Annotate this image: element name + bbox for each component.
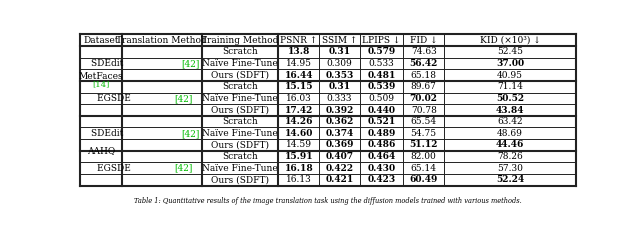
- Text: [42]: [42]: [181, 59, 200, 68]
- Text: 14.60: 14.60: [285, 129, 313, 138]
- Text: 16.18: 16.18: [284, 164, 313, 173]
- Text: 71.14: 71.14: [497, 82, 523, 91]
- Text: [14]: [14]: [92, 80, 110, 89]
- Text: [42]: [42]: [175, 164, 193, 173]
- Text: Ours (SDFT): Ours (SDFT): [211, 141, 269, 149]
- Text: Naïve Fine-Tune: Naïve Fine-Tune: [202, 129, 278, 138]
- Text: 0.539: 0.539: [367, 82, 396, 91]
- Text: 54.75: 54.75: [411, 129, 436, 138]
- Text: 57.30: 57.30: [497, 164, 523, 173]
- Text: KID (×10³) ↓: KID (×10³) ↓: [479, 36, 540, 45]
- Text: 0.533: 0.533: [369, 59, 394, 68]
- Text: 0.369: 0.369: [325, 141, 354, 149]
- Text: Translation Method: Translation Method: [116, 36, 207, 45]
- Text: Scratch: Scratch: [222, 152, 258, 161]
- Text: SDEdit: SDEdit: [91, 129, 126, 138]
- Text: 0.392: 0.392: [325, 106, 353, 114]
- Text: 89.67: 89.67: [411, 82, 436, 91]
- Text: Dataset: Dataset: [83, 36, 119, 45]
- Text: 0.440: 0.440: [367, 106, 396, 114]
- Text: 50.52: 50.52: [496, 94, 524, 103]
- Text: 44.46: 44.46: [496, 141, 524, 149]
- Text: 48.69: 48.69: [497, 129, 523, 138]
- Text: EGSDE: EGSDE: [97, 164, 134, 173]
- Text: 14.59: 14.59: [285, 141, 312, 149]
- Text: Ours (SDFT): Ours (SDFT): [211, 175, 269, 184]
- Text: Naïve Fine-Tune: Naïve Fine-Tune: [202, 59, 278, 68]
- Text: 37.00: 37.00: [496, 59, 524, 68]
- Text: 0.374: 0.374: [325, 129, 353, 138]
- Text: 60.49: 60.49: [410, 175, 438, 184]
- Text: Naïve Fine-Tune: Naïve Fine-Tune: [202, 94, 278, 103]
- Text: 70.78: 70.78: [411, 106, 436, 114]
- Text: 63.42: 63.42: [497, 117, 523, 126]
- Text: 0.421: 0.421: [325, 175, 353, 184]
- Text: 0.509: 0.509: [369, 94, 395, 103]
- Text: 65.14: 65.14: [411, 164, 436, 173]
- Text: 0.362: 0.362: [325, 117, 353, 126]
- Text: 0.31: 0.31: [328, 82, 351, 91]
- Text: SDEdit: SDEdit: [91, 59, 126, 68]
- Text: Naïve Fine-Tune: Naïve Fine-Tune: [202, 164, 278, 173]
- Text: 51.12: 51.12: [410, 141, 438, 149]
- Text: [42]: [42]: [175, 94, 193, 103]
- Text: SSIM ↑: SSIM ↑: [322, 36, 357, 45]
- Text: 0.423: 0.423: [367, 175, 396, 184]
- Text: 13.8: 13.8: [287, 47, 310, 56]
- Text: 0.430: 0.430: [367, 164, 396, 173]
- Text: [42]: [42]: [181, 129, 200, 138]
- Text: 0.407: 0.407: [325, 152, 353, 161]
- Text: 0.309: 0.309: [326, 59, 352, 68]
- Text: MetFaces: MetFaces: [79, 72, 124, 81]
- Text: 0.31: 0.31: [328, 47, 351, 56]
- Text: 14.26: 14.26: [285, 117, 313, 126]
- Text: Scratch: Scratch: [222, 117, 258, 126]
- Text: 14.95: 14.95: [285, 59, 312, 68]
- Text: FID ↓: FID ↓: [410, 36, 438, 45]
- Text: 15.91: 15.91: [284, 152, 313, 161]
- Text: AAHQ: AAHQ: [87, 146, 115, 155]
- Text: LPIPS ↓: LPIPS ↓: [362, 36, 401, 45]
- Text: 65.18: 65.18: [411, 71, 436, 80]
- Text: 16.13: 16.13: [286, 175, 312, 184]
- Text: Scratch: Scratch: [222, 47, 258, 56]
- Text: 0.422: 0.422: [325, 164, 353, 173]
- Text: 0.579: 0.579: [367, 47, 396, 56]
- Text: 52.45: 52.45: [497, 47, 523, 56]
- Text: 43.84: 43.84: [496, 106, 524, 114]
- Text: 17.42: 17.42: [285, 106, 313, 114]
- Text: 0.333: 0.333: [326, 94, 352, 103]
- Text: Scratch: Scratch: [222, 82, 258, 91]
- Text: 70.02: 70.02: [410, 94, 438, 103]
- Text: 0.353: 0.353: [325, 71, 353, 80]
- Text: PSNR ↑: PSNR ↑: [280, 36, 317, 45]
- Text: 65.54: 65.54: [411, 117, 436, 126]
- Text: 16.03: 16.03: [286, 94, 312, 103]
- Text: 0.521: 0.521: [367, 117, 396, 126]
- Text: 56.42: 56.42: [410, 59, 438, 68]
- Text: 0.464: 0.464: [367, 152, 396, 161]
- Text: 16.44: 16.44: [285, 71, 313, 80]
- Text: 0.489: 0.489: [367, 129, 396, 138]
- Text: Ours (SDFT): Ours (SDFT): [211, 71, 269, 80]
- Text: EGSDE: EGSDE: [97, 94, 134, 103]
- Text: 15.15: 15.15: [285, 82, 313, 91]
- Text: 0.481: 0.481: [367, 71, 396, 80]
- Text: 52.24: 52.24: [496, 175, 524, 184]
- Text: 74.63: 74.63: [411, 47, 436, 56]
- Text: Ours (SDFT): Ours (SDFT): [211, 106, 269, 114]
- Text: 40.95: 40.95: [497, 71, 523, 80]
- Text: Training Method: Training Method: [201, 36, 278, 45]
- Text: 78.26: 78.26: [497, 152, 523, 161]
- Text: 0.486: 0.486: [367, 141, 396, 149]
- Text: 82.00: 82.00: [411, 152, 436, 161]
- Text: Table 1: Quantitative results of the image translation task using the diffusion : Table 1: Quantitative results of the ima…: [134, 197, 522, 205]
